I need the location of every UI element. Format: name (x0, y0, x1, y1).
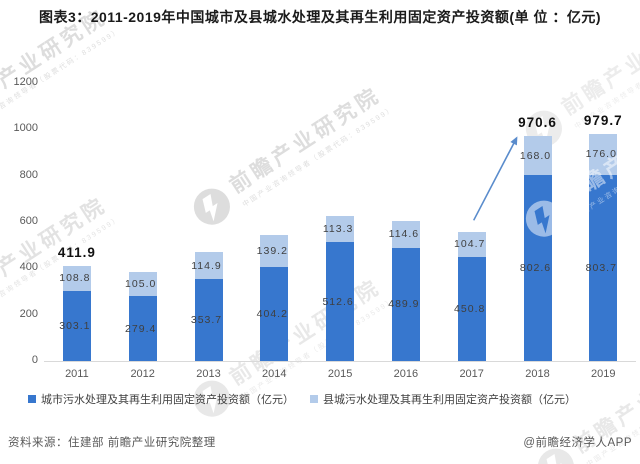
bar-segment-county (523, 136, 552, 176)
legend-label-county: 县城污水处理及其再生利用固定资产投资额（亿元） (323, 394, 576, 406)
x-axis-tick-label: 2011 (65, 368, 89, 380)
x-axis-tick-label: 2015 (327, 368, 353, 380)
x-axis-tick-label: 2012 (130, 368, 155, 380)
bar-value-county: 105.0 (125, 278, 157, 291)
bar-segment-city (457, 256, 486, 361)
app-credit: @前瞻经济学人APP (523, 437, 632, 449)
bar-value-county: 113.3 (322, 223, 354, 236)
footer: 资料来源：住建部 前瞻产业研究院整理 @前瞻经济学人APP (8, 434, 632, 450)
bar-segment-city (326, 242, 355, 361)
bar-value-city: 489.9 (388, 298, 420, 311)
bar-segment-county (194, 252, 223, 280)
x-axis-tick-label: 2016 (393, 368, 419, 380)
bar-value-county: 114.6 (388, 228, 420, 241)
bar-value-city: 353.7 (190, 314, 223, 327)
y-axis-tick-label: 800 (19, 168, 38, 181)
bar-value-city: 279.4 (125, 322, 157, 335)
bar-value-city: 303.1 (59, 319, 91, 332)
legend-item-city: 城市污水处理及其再生利用固定资产投资额（亿元） (28, 391, 294, 407)
bar-segment-city (589, 174, 618, 361)
bar-value-county: 108.8 (59, 272, 91, 285)
data-source-note: 资料来源：住建部 前瞻产业研究院整理 (8, 437, 216, 449)
y-axis-tick-label: 400 (19, 261, 38, 274)
bar-segment-city (62, 290, 91, 361)
bar-value-county: 114.9 (191, 259, 222, 272)
bar-value-county: 176.0 (585, 148, 617, 161)
bar-segment-city (391, 247, 420, 361)
bar-segment-city (194, 279, 223, 361)
bar-segment-county (457, 232, 486, 257)
chart-title: 图表3：2011-2019年中国城市及县城水处理及其再生利用固定资产投资额(单 … (38, 9, 602, 25)
bar-value-city: 404.2 (256, 308, 288, 321)
bar-value-city: 450.8 (454, 302, 486, 315)
bar-segment-county (391, 220, 420, 248)
legend: 城市污水处理及其再生利用固定资产投资额（亿元） 县城污水处理及其再生利用固定资产… (28, 391, 630, 407)
bar-segment-county (62, 265, 91, 291)
bar-value-city: 802.6 (519, 262, 552, 275)
bar-total-label: 979.7 (583, 113, 623, 129)
bar-segment-city (260, 267, 289, 361)
bar-value-city: 512.6 (322, 295, 354, 308)
bar-segment-county (260, 235, 289, 268)
legend-item-county: 县城污水处理及其再生利用固定资产投资额（亿元） (310, 391, 576, 407)
bar-value-county: 139.2 (256, 245, 288, 258)
y-axis-tick-label: 0 (31, 354, 38, 366)
bar-value-county: 168.0 (519, 149, 552, 162)
y-axis-tick-label: 1200 (13, 76, 38, 88)
x-axis-tick-label: 2014 (262, 368, 287, 380)
bar-value-city: 803.7 (585, 261, 617, 274)
x-axis-tick-label: 2013 (196, 368, 221, 380)
y-axis-tick-label: 200 (19, 307, 38, 320)
bar-total-label: 970.6 (518, 115, 557, 131)
bar-segment-county (128, 271, 157, 297)
bar-segment-county (326, 215, 355, 243)
bar-segment-county (589, 134, 618, 175)
x-axis-tick-label: 2018 (525, 368, 550, 380)
y-axis-tick-label: 1000 (13, 122, 38, 135)
x-axis-tick-label: 2017 (459, 368, 484, 380)
legend-label-city: 城市污水处理及其再生利用固定资产投资额（亿元） (41, 394, 294, 406)
bar-value-county: 104.7 (454, 238, 486, 251)
x-axis-tick-label: 2019 (591, 368, 616, 380)
legend-swatch-county-icon (310, 395, 318, 403)
legend-swatch-city-icon (28, 395, 36, 403)
bar-total-label: 411.9 (57, 244, 96, 260)
x-axis-line (44, 361, 636, 362)
y-axis-tick-label: 600 (19, 215, 38, 227)
bar-segment-city (128, 296, 157, 361)
